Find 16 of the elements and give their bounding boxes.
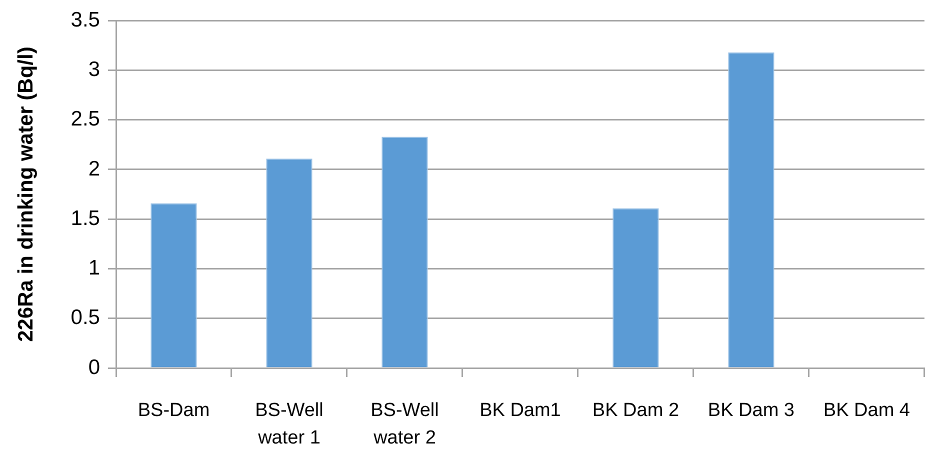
x-tick-label: BK Dam 4 [823,400,910,422]
x-tick-label: BS-Well water 1 [255,400,324,449]
y-tick-label: 0.5 [70,306,100,330]
x-tick-label: BK Dam 2 [592,400,680,422]
y-tick-label: 2.5 [70,108,100,131]
y-tick-label: 2 [88,157,100,180]
y-axis-title: 226Ra in drinking water (Bq/l) [14,46,38,342]
y-tick-label: 3.5 [70,8,100,32]
y-tick-label: 0 [88,356,100,379]
y-tick-label: 1 [88,256,100,280]
x-tick-label: BS-Well water 2 [370,400,439,449]
x-tick-label: BS-Dam [138,400,210,422]
x-tick-label: BK Dam1 [480,400,561,422]
x-tick-label: BK Dam 3 [708,400,795,422]
y-tick-label: 1.5 [70,206,100,230]
y-tick-label: 3 [88,58,100,82]
